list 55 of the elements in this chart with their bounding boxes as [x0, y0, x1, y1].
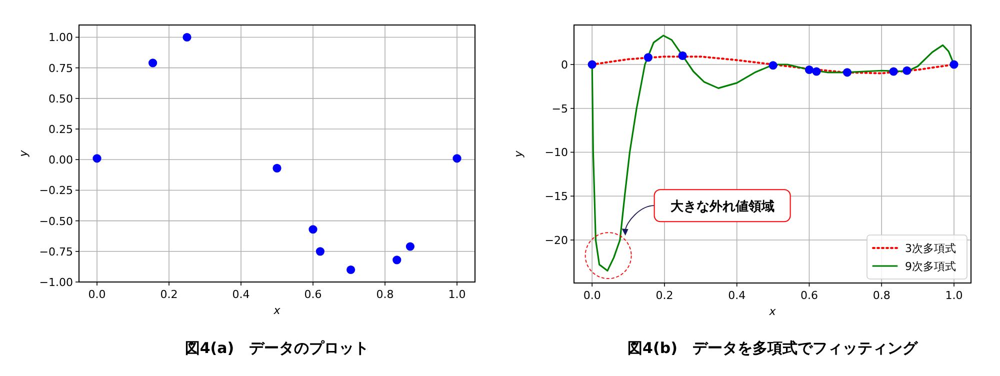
point [452, 154, 462, 163]
point [588, 60, 596, 69]
y-tick-label: −0.75 [39, 245, 73, 258]
x-tick-label: 0.4 [728, 289, 746, 302]
point [950, 60, 958, 69]
point [148, 58, 158, 68]
y-tick-label: −15 [544, 190, 568, 204]
point [308, 225, 318, 234]
y-tick-label: −10 [544, 146, 568, 160]
legend-label: 9次多項式 [905, 260, 956, 273]
y-axis-title: y [17, 150, 30, 158]
y-tick-label: 0.00 [48, 154, 73, 167]
text: 図4(a) データのプロット [184, 339, 370, 357]
point [804, 65, 814, 74]
y-tick-label: −20 [544, 234, 568, 247]
y-tick-label: 0.75 [48, 62, 73, 75]
point [644, 53, 652, 62]
y-axis-title: y [512, 150, 525, 158]
point [92, 154, 102, 163]
y-tick-label: −1.00 [39, 276, 73, 289]
y-tick-label: 0 [561, 58, 568, 72]
point [889, 67, 898, 76]
x-tick-label: 0.0 [583, 289, 601, 302]
x-axis-title: x [272, 304, 281, 317]
point [768, 61, 778, 70]
annotation: 大きな外れ値領域 [670, 200, 774, 215]
y-tick-label: 1.00 [48, 31, 73, 44]
x-tick-label: 0.8 [872, 289, 890, 302]
x-tick-label: 0.8 [376, 288, 394, 301]
text: 図4(b) データを多項式でフィッティング [628, 339, 918, 357]
point [182, 32, 192, 42]
x-tick-label: 0.6 [800, 289, 818, 302]
point [346, 265, 356, 274]
y-tick-label: −5 [552, 102, 568, 116]
x-tick-label: 1.0 [448, 288, 466, 301]
point [842, 68, 852, 77]
x-tick-label: 0.4 [232, 288, 250, 301]
x-axis-title: x [768, 305, 776, 318]
x-tick-label: 0.0 [88, 288, 106, 301]
point [272, 164, 282, 172]
point [812, 67, 821, 76]
y-tick-label: 0.25 [48, 123, 73, 136]
point [406, 242, 414, 251]
x-tick-label: 0.2 [160, 288, 178, 301]
x-tick-label: 1.0 [945, 289, 963, 302]
y-tick-label: 0.50 [48, 92, 73, 106]
x-tick-label: 0.6 [304, 288, 322, 301]
y-tick-label: −0.50 [39, 214, 73, 228]
point [902, 66, 912, 75]
x-tick-label: 0.2 [656, 289, 674, 302]
point [392, 256, 402, 264]
y-tick-label: −0.25 [39, 184, 73, 198]
legend-label: 3次多項式 [905, 242, 956, 255]
point [678, 51, 687, 60]
point [316, 247, 324, 256]
